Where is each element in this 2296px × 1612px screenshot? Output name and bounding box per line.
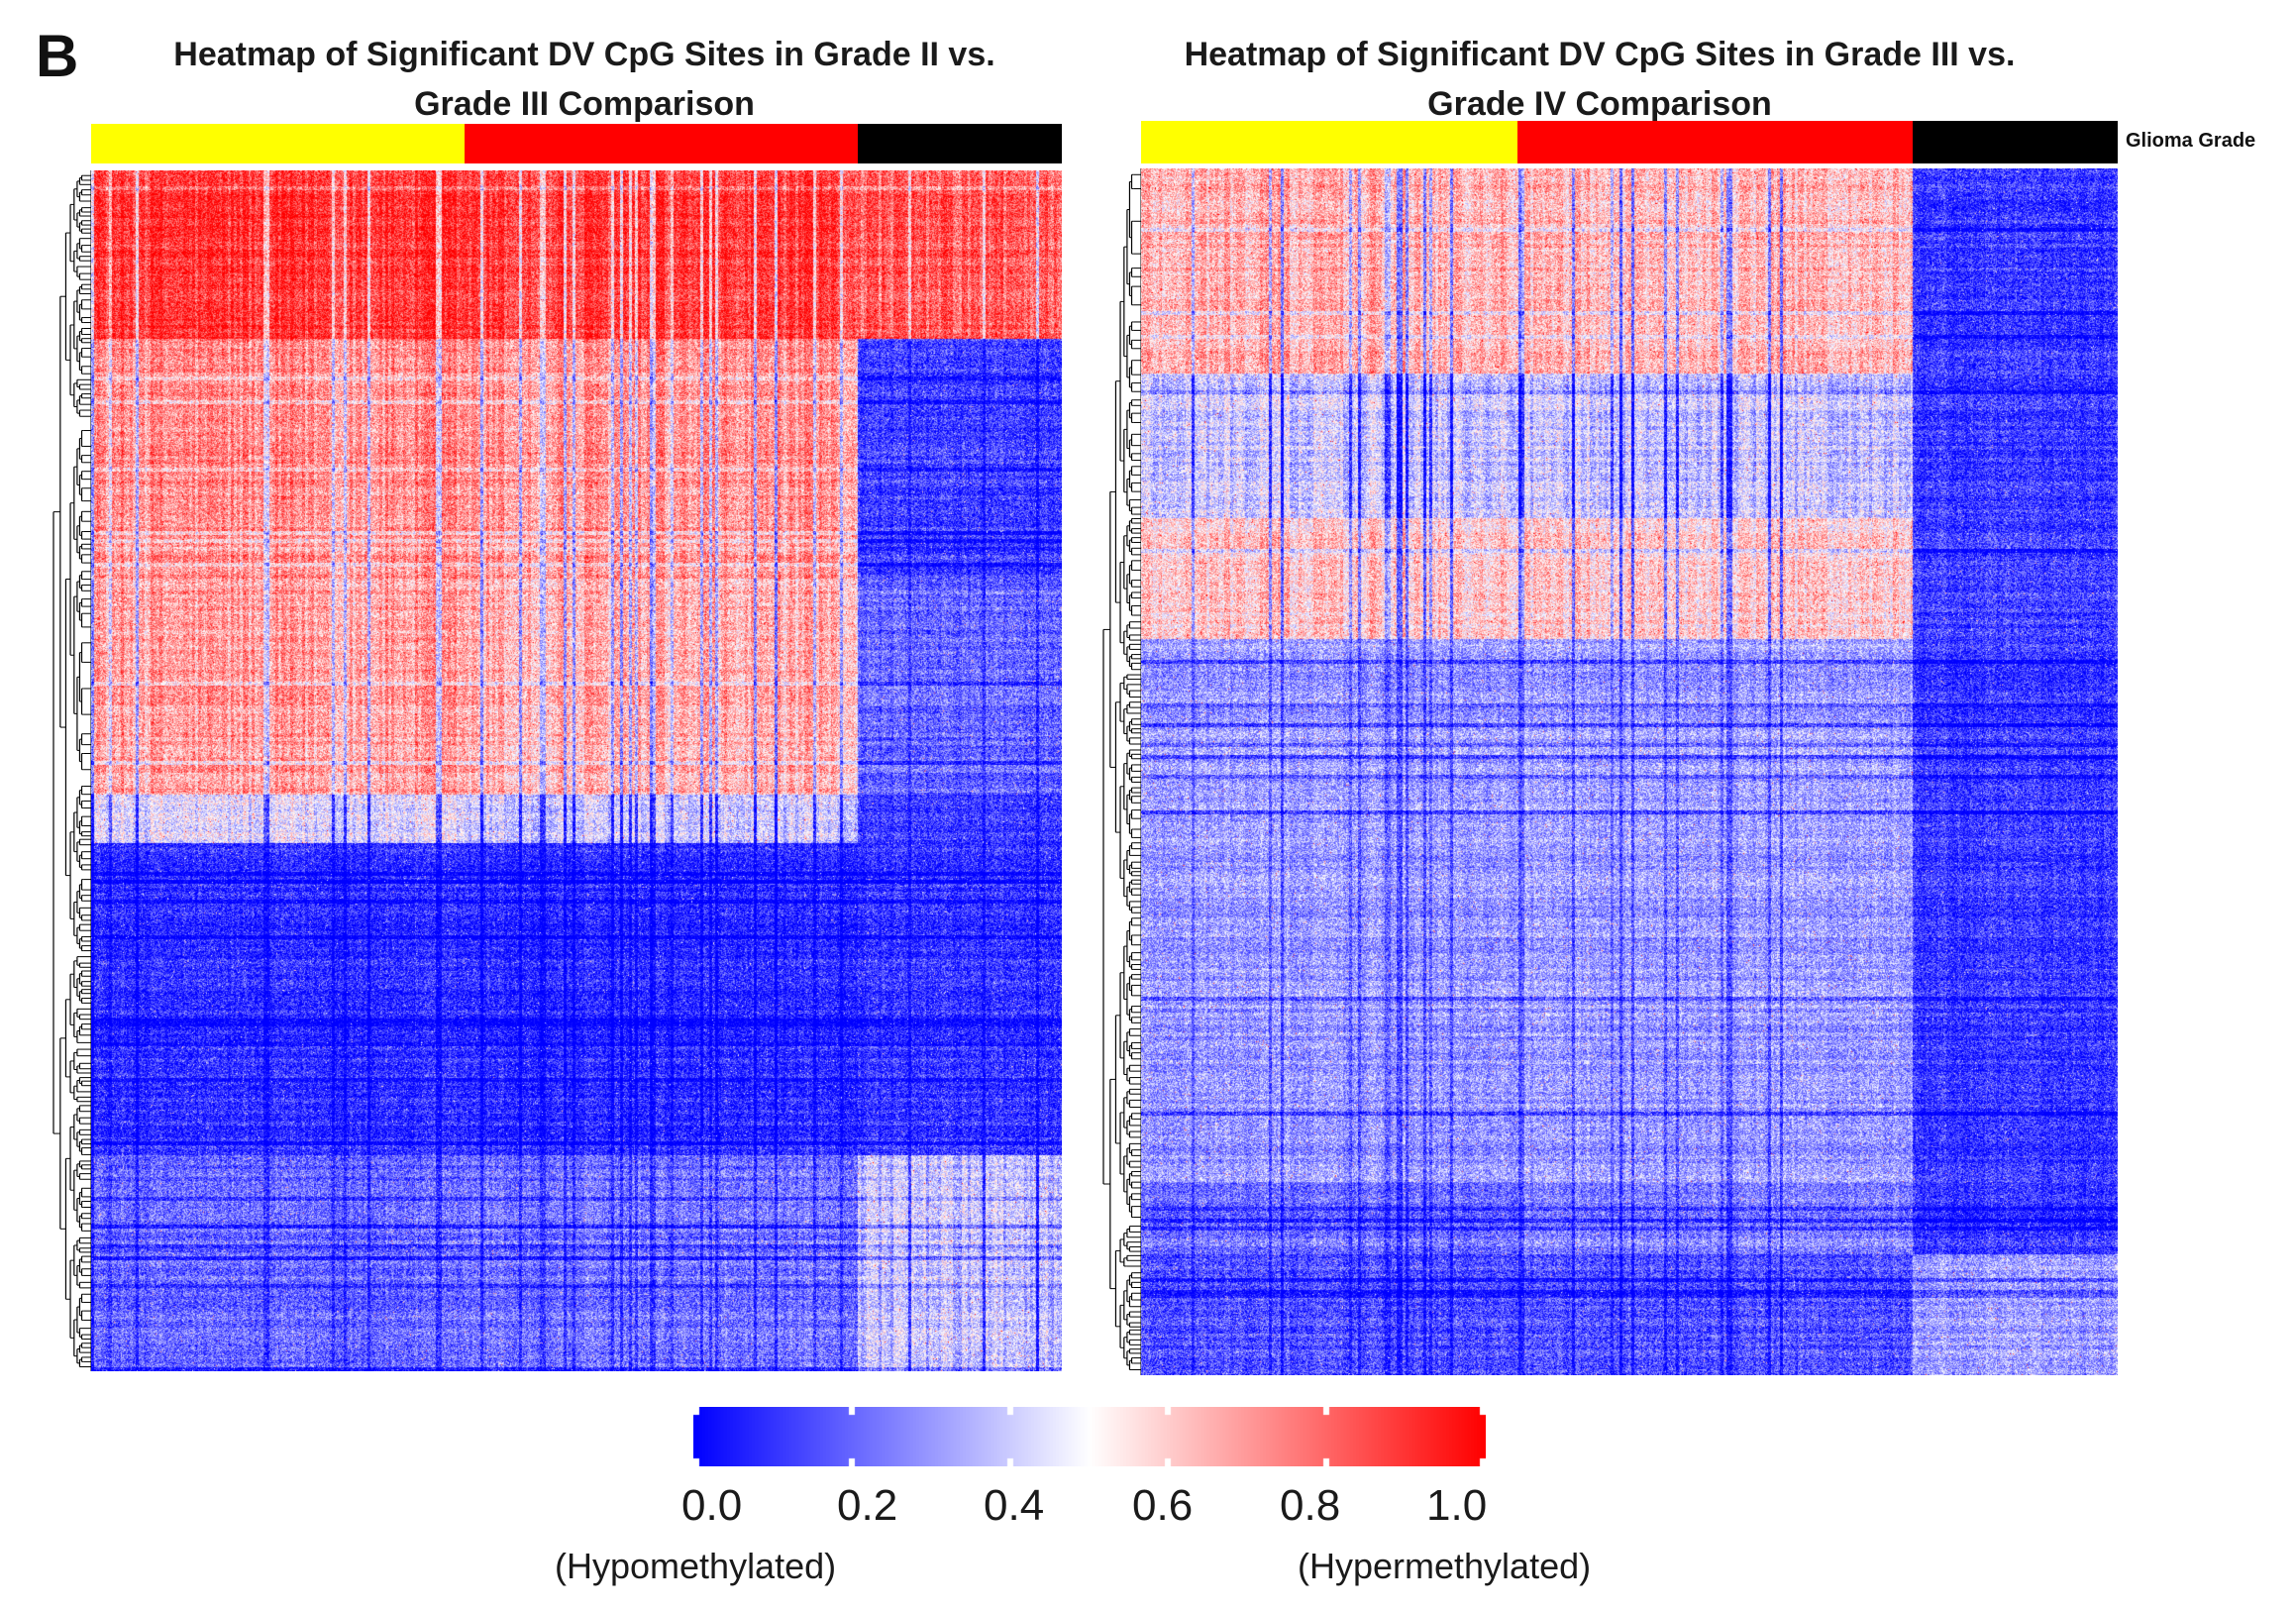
grade-ii-segment	[1141, 121, 1517, 163]
grade-iii-segment	[465, 124, 859, 163]
heatmap-left-title-line2: Grade III Comparison	[414, 85, 755, 123]
heatmap-left-title-line1: Heatmap of Significant DV CpG Sites in G…	[173, 36, 995, 73]
grade-annotation-bar-left	[91, 124, 1062, 163]
grade-annotation-bar-right	[1141, 121, 2118, 163]
heatmap-grade-ii-vs-iii	[91, 170, 1062, 1371]
colorbar-tick-0: 0.0	[681, 1481, 743, 1530]
heatmap-right-title-line1: Heatmap of Significant DV CpG Sites in G…	[1184, 36, 2016, 73]
heatmap-left-title: Heatmap of Significant DV CpG Sites in G…	[89, 30, 1080, 129]
color-scale	[693, 1407, 1486, 1466]
colorbar-tick-2: 0.4	[984, 1481, 1045, 1530]
hypomethylated-label: (Hypomethylated)	[555, 1546, 837, 1586]
heatmap-grade-iii-vs-iv	[1141, 168, 2118, 1375]
colorbar-tick-5: 1.0	[1426, 1481, 1488, 1530]
colorbar-tick-3: 0.6	[1132, 1481, 1194, 1530]
grade-ii-segment	[91, 124, 466, 163]
colorbar-tick-1: 0.2	[837, 1481, 898, 1530]
grade-iii-segment	[1516, 121, 1913, 163]
grade-iv-segment	[1912, 121, 2118, 163]
color-scale-gradient	[693, 1407, 1486, 1466]
heatmap-right-title: Heatmap of Significant DV CpG Sites in G…	[1099, 30, 2100, 129]
glioma-grade-label: Glioma Grade	[2126, 130, 2256, 152]
row-dendrogram-right	[1102, 168, 1143, 1375]
row-dendrogram-left	[52, 170, 93, 1371]
hypermethylated-label: (Hypermethylated)	[1298, 1546, 1592, 1586]
heatmap-right-title-line2: Grade IV Comparison	[1427, 85, 1772, 123]
colorbar-tick-4: 0.8	[1280, 1481, 1341, 1530]
panel-label: B	[36, 23, 79, 89]
grade-iv-segment	[858, 124, 1062, 163]
